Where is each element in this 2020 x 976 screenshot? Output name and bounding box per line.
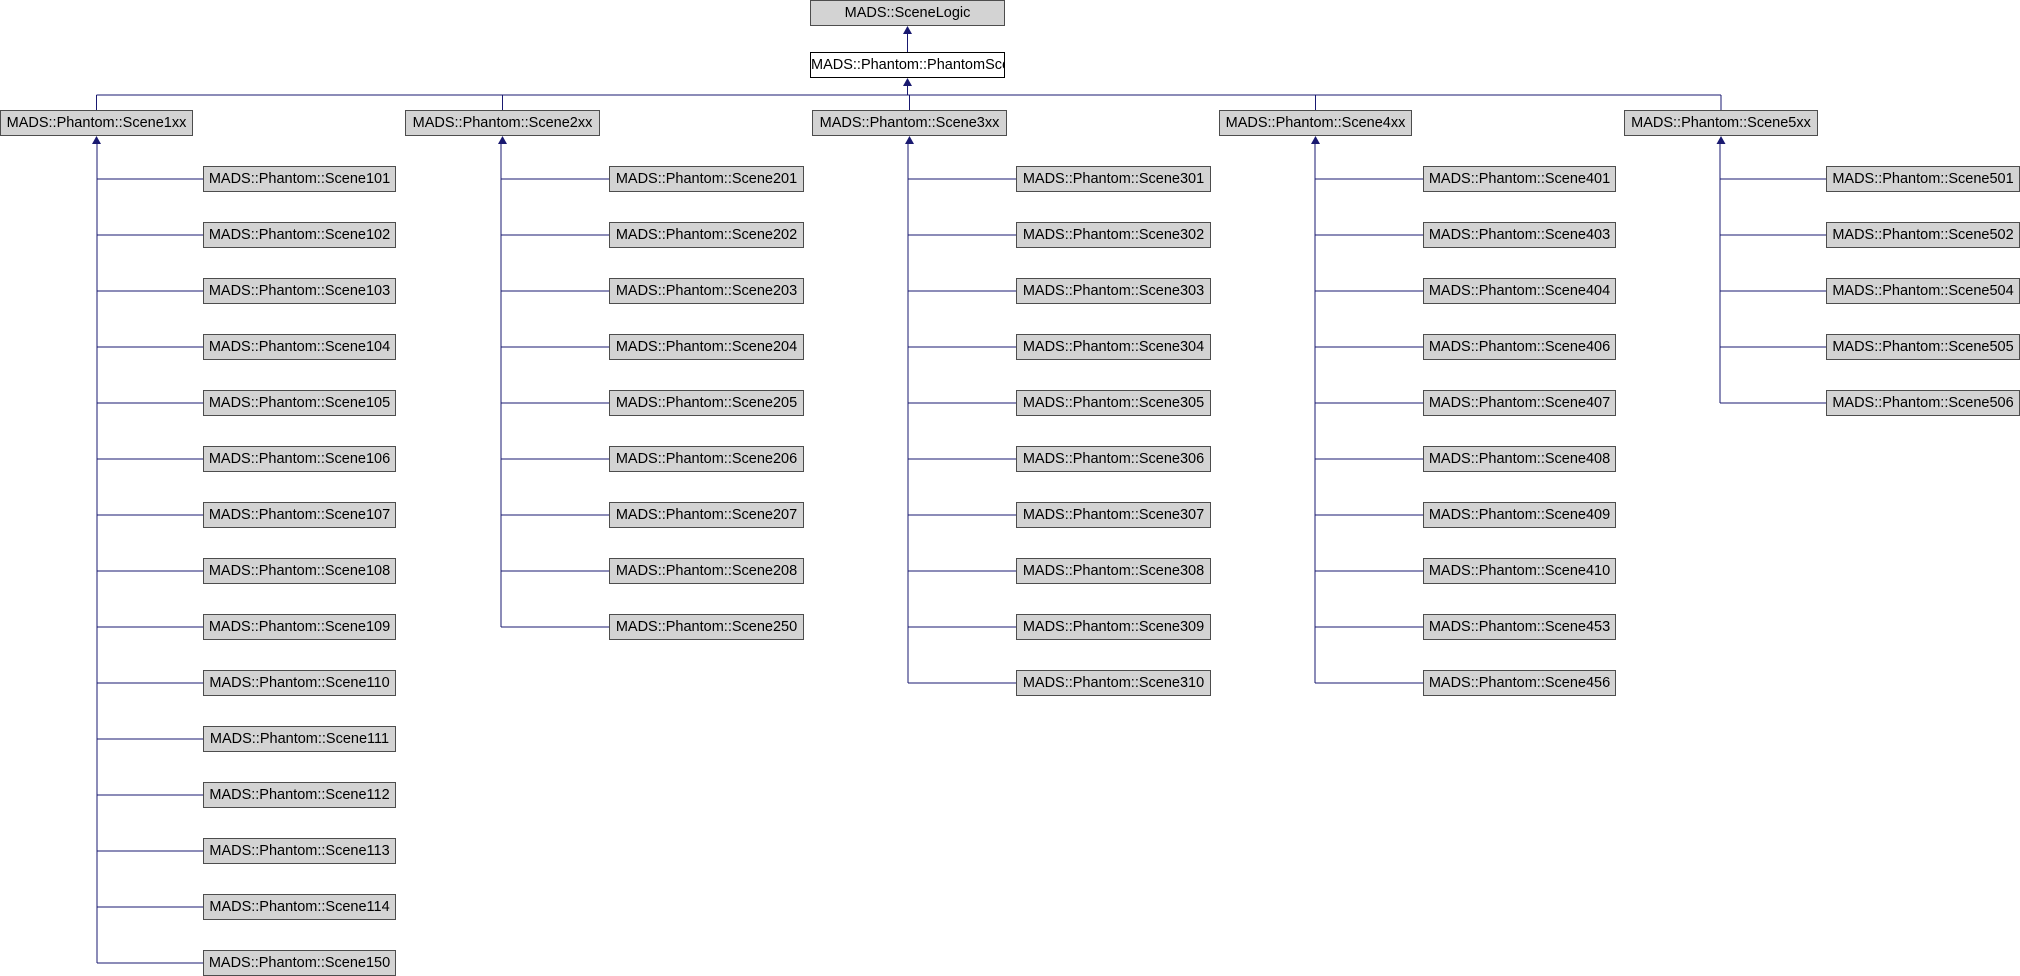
class-node-child[interactable]: MADS::Phantom::Scene410 <box>1423 558 1616 584</box>
class-node-child[interactable]: MADS::Phantom::Scene102 <box>203 222 396 248</box>
class-node-child[interactable]: MADS::Phantom::Scene401 <box>1423 166 1616 192</box>
class-node-child[interactable]: MADS::Phantom::Scene505 <box>1826 334 2020 360</box>
class-node-child[interactable]: MADS::Phantom::Scene114 <box>203 894 396 920</box>
class-node-child[interactable]: MADS::Phantom::Scene406 <box>1423 334 1616 360</box>
class-node-child[interactable]: MADS::Phantom::Scene310 <box>1016 670 1211 696</box>
class-node-child[interactable]: MADS::Phantom::Scene107 <box>203 502 396 528</box>
class-node-child[interactable]: MADS::Phantom::Scene207 <box>609 502 804 528</box>
class-node-child[interactable]: MADS::Phantom::Scene203 <box>609 278 804 304</box>
class-node-child[interactable]: MADS::Phantom::Scene205 <box>609 390 804 416</box>
class-node-child[interactable]: MADS::Phantom::Scene307 <box>1016 502 1211 528</box>
class-node-child[interactable]: MADS::Phantom::Scene108 <box>203 558 396 584</box>
class-node-child[interactable]: MADS::Phantom::Scene306 <box>1016 446 1211 472</box>
class-node-current[interactable]: MADS::Phantom::PhantomScene <box>810 52 1005 78</box>
class-node-child[interactable]: MADS::Phantom::Scene208 <box>609 558 804 584</box>
class-node-child[interactable]: MADS::Phantom::Scene303 <box>1016 278 1211 304</box>
arrow-root <box>903 26 912 34</box>
class-node-child[interactable]: MADS::Phantom::Scene113 <box>203 838 396 864</box>
class-node-root[interactable]: MADS::SceneLogic <box>810 0 1005 26</box>
class-node-child[interactable]: MADS::Phantom::Scene101 <box>203 166 396 192</box>
class-node-child[interactable]: MADS::Phantom::Scene201 <box>609 166 804 192</box>
class-node-group-5[interactable]: MADS::Phantom::Scene5xx <box>1624 110 1818 136</box>
class-node-child[interactable]: MADS::Phantom::Scene106 <box>203 446 396 472</box>
class-node-child[interactable]: MADS::Phantom::Scene109 <box>203 614 396 640</box>
class-node-child[interactable]: MADS::Phantom::Scene304 <box>1016 334 1211 360</box>
class-node-child[interactable]: MADS::Phantom::Scene150 <box>203 950 396 976</box>
class-node-child[interactable]: MADS::Phantom::Scene504 <box>1826 278 2020 304</box>
class-node-child[interactable]: MADS::Phantom::Scene104 <box>203 334 396 360</box>
class-node-child[interactable]: MADS::Phantom::Scene110 <box>203 670 396 696</box>
class-node-group-3[interactable]: MADS::Phantom::Scene3xx <box>812 110 1007 136</box>
class-node-child[interactable]: MADS::Phantom::Scene502 <box>1826 222 2020 248</box>
class-node-child[interactable]: MADS::Phantom::Scene111 <box>203 726 396 752</box>
class-node-child[interactable]: MADS::Phantom::Scene103 <box>203 278 396 304</box>
class-node-child[interactable]: MADS::Phantom::Scene305 <box>1016 390 1211 416</box>
class-node-child[interactable]: MADS::Phantom::Scene105 <box>203 390 396 416</box>
class-node-group-4[interactable]: MADS::Phantom::Scene4xx <box>1219 110 1412 136</box>
arrow-current <box>903 78 912 86</box>
class-node-child[interactable]: MADS::Phantom::Scene407 <box>1423 390 1616 416</box>
arrow-group-1 <box>92 136 101 144</box>
class-node-child[interactable]: MADS::Phantom::Scene409 <box>1423 502 1616 528</box>
class-node-child[interactable]: MADS::Phantom::Scene301 <box>1016 166 1211 192</box>
class-node-child[interactable]: MADS::Phantom::Scene206 <box>609 446 804 472</box>
class-node-child[interactable]: MADS::Phantom::Scene302 <box>1016 222 1211 248</box>
class-node-child[interactable]: MADS::Phantom::Scene204 <box>609 334 804 360</box>
class-node-group-1[interactable]: MADS::Phantom::Scene1xx <box>0 110 193 136</box>
class-node-group-2[interactable]: MADS::Phantom::Scene2xx <box>405 110 600 136</box>
arrow-group-3 <box>905 136 914 144</box>
class-node-child[interactable]: MADS::Phantom::Scene404 <box>1423 278 1616 304</box>
class-node-child[interactable]: MADS::Phantom::Scene202 <box>609 222 804 248</box>
class-node-child[interactable]: MADS::Phantom::Scene506 <box>1826 390 2020 416</box>
class-node-child[interactable]: MADS::Phantom::Scene453 <box>1423 614 1616 640</box>
class-node-child[interactable]: MADS::Phantom::Scene408 <box>1423 446 1616 472</box>
class-node-child[interactable]: MADS::Phantom::Scene309 <box>1016 614 1211 640</box>
class-node-child[interactable]: MADS::Phantom::Scene456 <box>1423 670 1616 696</box>
class-node-child[interactable]: MADS::Phantom::Scene250 <box>609 614 804 640</box>
class-node-child[interactable]: MADS::Phantom::Scene112 <box>203 782 396 808</box>
arrow-group-4 <box>1311 136 1320 144</box>
class-node-child[interactable]: MADS::Phantom::Scene308 <box>1016 558 1211 584</box>
arrow-group-2 <box>498 136 507 144</box>
class-node-child[interactable]: MADS::Phantom::Scene403 <box>1423 222 1616 248</box>
class-node-child[interactable]: MADS::Phantom::Scene501 <box>1826 166 2020 192</box>
arrow-group-5 <box>1716 136 1726 144</box>
